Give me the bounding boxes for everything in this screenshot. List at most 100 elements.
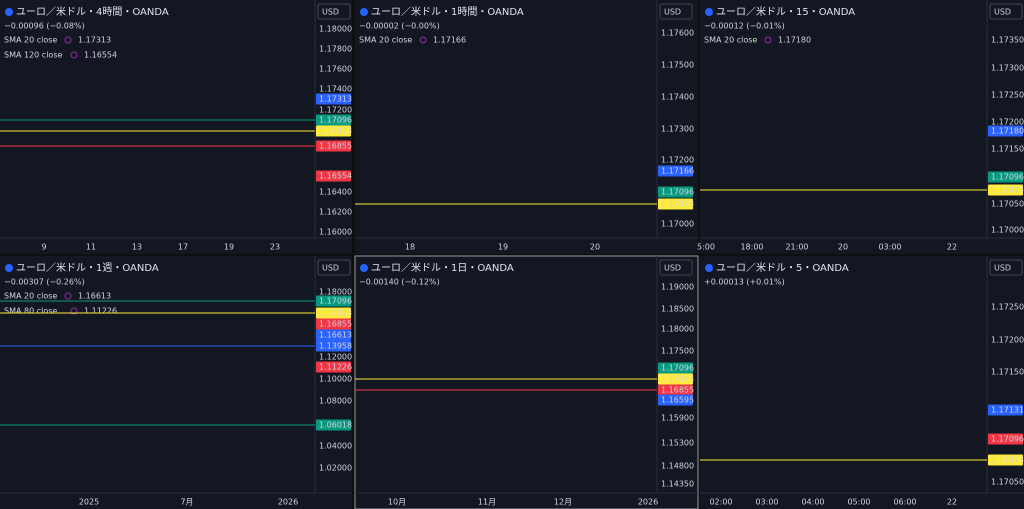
price-tag-label: 1.16855	[319, 142, 352, 151]
price-tag	[658, 394, 693, 406]
panel-title: ユーロ／米ドル・1日・OANDA	[371, 261, 514, 274]
indicator-icon	[64, 36, 72, 44]
panel-title: ユーロ／米ドル・1週・OANDA	[16, 261, 159, 274]
currency-label[interactable]: USD	[994, 264, 1011, 273]
price-tag-label: 1.17131	[991, 406, 1024, 415]
price-tag	[316, 329, 351, 341]
price-tag-label: 1.16613	[319, 331, 352, 340]
time-axis-label: 21:00	[785, 243, 808, 252]
price-tag	[658, 362, 693, 374]
price-tag	[316, 125, 351, 137]
price-axis-label: 1.17150	[991, 145, 1024, 154]
price-axis-label: 1.04000	[319, 442, 352, 451]
price-tag-label: 1.16855	[661, 386, 694, 395]
price-tag-label: 1.16855	[319, 320, 352, 329]
time-axis-label: 2026	[278, 498, 298, 507]
price-axis-label: 1.17200	[991, 336, 1024, 345]
price-tag-label: 1.16595	[661, 396, 694, 405]
panel	[354, 255, 699, 509]
indicator-value: 1.17313	[78, 36, 111, 45]
currency-button[interactable]	[317, 259, 351, 276]
time-axis-label: 20	[838, 243, 848, 252]
price-tag	[316, 318, 351, 330]
symbol-icon	[360, 264, 368, 272]
price-tag	[316, 93, 351, 105]
indicator-label: SMA 120 close	[4, 51, 62, 60]
time-axis-label: 19	[224, 243, 234, 252]
time-axis-label: 11月	[478, 498, 496, 507]
currency-button[interactable]	[659, 3, 693, 20]
price-tag-label: 1.17096	[661, 188, 694, 197]
price-axis-label: 1.02000	[319, 464, 352, 473]
price-tag-label: 1.17096	[991, 435, 1024, 444]
price-axis-label: 1.16000	[319, 228, 352, 237]
time-axis-label: 03:00	[878, 243, 901, 252]
currency-button[interactable]	[659, 259, 693, 276]
indicator-icon	[64, 292, 72, 300]
currency-label[interactable]: USD	[994, 8, 1011, 17]
price-tag	[988, 433, 1023, 445]
indicator-label: SMA 80 close	[4, 307, 57, 316]
time-axis-label: 22	[947, 498, 957, 507]
price-change: −0.00140 (−0.12%)	[359, 278, 440, 287]
currency-button[interactable]	[989, 259, 1023, 276]
panel-title: ユーロ／米ドル・15・OANDA	[716, 5, 855, 18]
price-tag-label: 1.17096	[319, 297, 352, 306]
symbol-icon	[705, 264, 713, 272]
price-tag	[316, 295, 351, 307]
time-axis-label: 02:00	[709, 498, 732, 507]
price-tag	[658, 198, 693, 210]
time-axis-label: 22	[947, 243, 957, 252]
time-axis-label: 12月	[554, 498, 572, 507]
price-axis-label: 1.14350	[661, 480, 694, 489]
price-change: +0.00013 (+0.01%)	[704, 278, 785, 287]
price-tag	[658, 165, 693, 177]
panel	[355, 0, 698, 254]
time-axis-label: 19	[498, 243, 508, 252]
price-axis-label: 1.17600	[319, 65, 352, 74]
price-axis-label: 1.17600	[661, 29, 694, 38]
indicator-value: 1.11226	[84, 307, 117, 316]
price-axis-label: 1.18000	[319, 288, 352, 297]
panel-title: ユーロ／米ドル・1時間・OANDA	[371, 5, 524, 18]
price-axis-label: 1.17250	[991, 91, 1024, 100]
panel-title: ユーロ／米ドル・4時間・OANDA	[16, 5, 169, 18]
indicator-label: SMA 20 close	[4, 36, 57, 45]
price-axis-label: 1.17050	[991, 478, 1024, 487]
price-axis-label: 1.08000	[319, 397, 352, 406]
price-axis-label: 1.17500	[661, 347, 694, 356]
indicator-icon	[419, 36, 427, 44]
price-tag	[988, 125, 1023, 137]
currency-button[interactable]	[989, 3, 1023, 20]
price-axis-label: 1.10000	[319, 375, 352, 384]
time-axis-label: 23	[270, 243, 280, 252]
time-axis-label: 06:00	[893, 498, 916, 507]
time-axis-label: 10月	[388, 498, 406, 507]
price-tag-label: 1.17096	[319, 116, 352, 125]
price-axis-label: 1.17800	[319, 45, 352, 54]
price-axis-label: 1.14800	[661, 462, 694, 471]
price-axis-label: 1.19000	[661, 283, 694, 292]
currency-button[interactable]	[317, 3, 351, 20]
currency-label[interactable]: USD	[322, 264, 339, 273]
currency-label[interactable]: USD	[664, 264, 681, 273]
price-tag	[988, 454, 1023, 466]
time-axis-label: 18	[405, 243, 415, 252]
symbol-icon	[5, 8, 13, 16]
price-axis-label: 1.17300	[661, 125, 694, 134]
price-tag-label: 1.17096	[661, 364, 694, 373]
price-tag	[316, 361, 351, 373]
indicator-value: 1.16554	[84, 51, 117, 60]
price-tag	[988, 404, 1023, 416]
price-tag-label: 1.17166	[661, 167, 694, 176]
currency-label[interactable]: USD	[322, 8, 339, 17]
time-axis-label: 20	[590, 243, 600, 252]
price-tag-label: 1.13958	[319, 342, 352, 351]
currency-label[interactable]: USD	[664, 8, 681, 17]
price-tag-label: 1.17073	[319, 309, 352, 318]
panel	[700, 256, 1024, 509]
price-change: −0.00012 (−0.01%)	[704, 22, 785, 31]
indicator-label: SMA 20 close	[359, 36, 412, 45]
price-change: −0.00096 (−0.08%)	[4, 22, 85, 31]
indicator-label: SMA 20 close	[4, 292, 57, 301]
